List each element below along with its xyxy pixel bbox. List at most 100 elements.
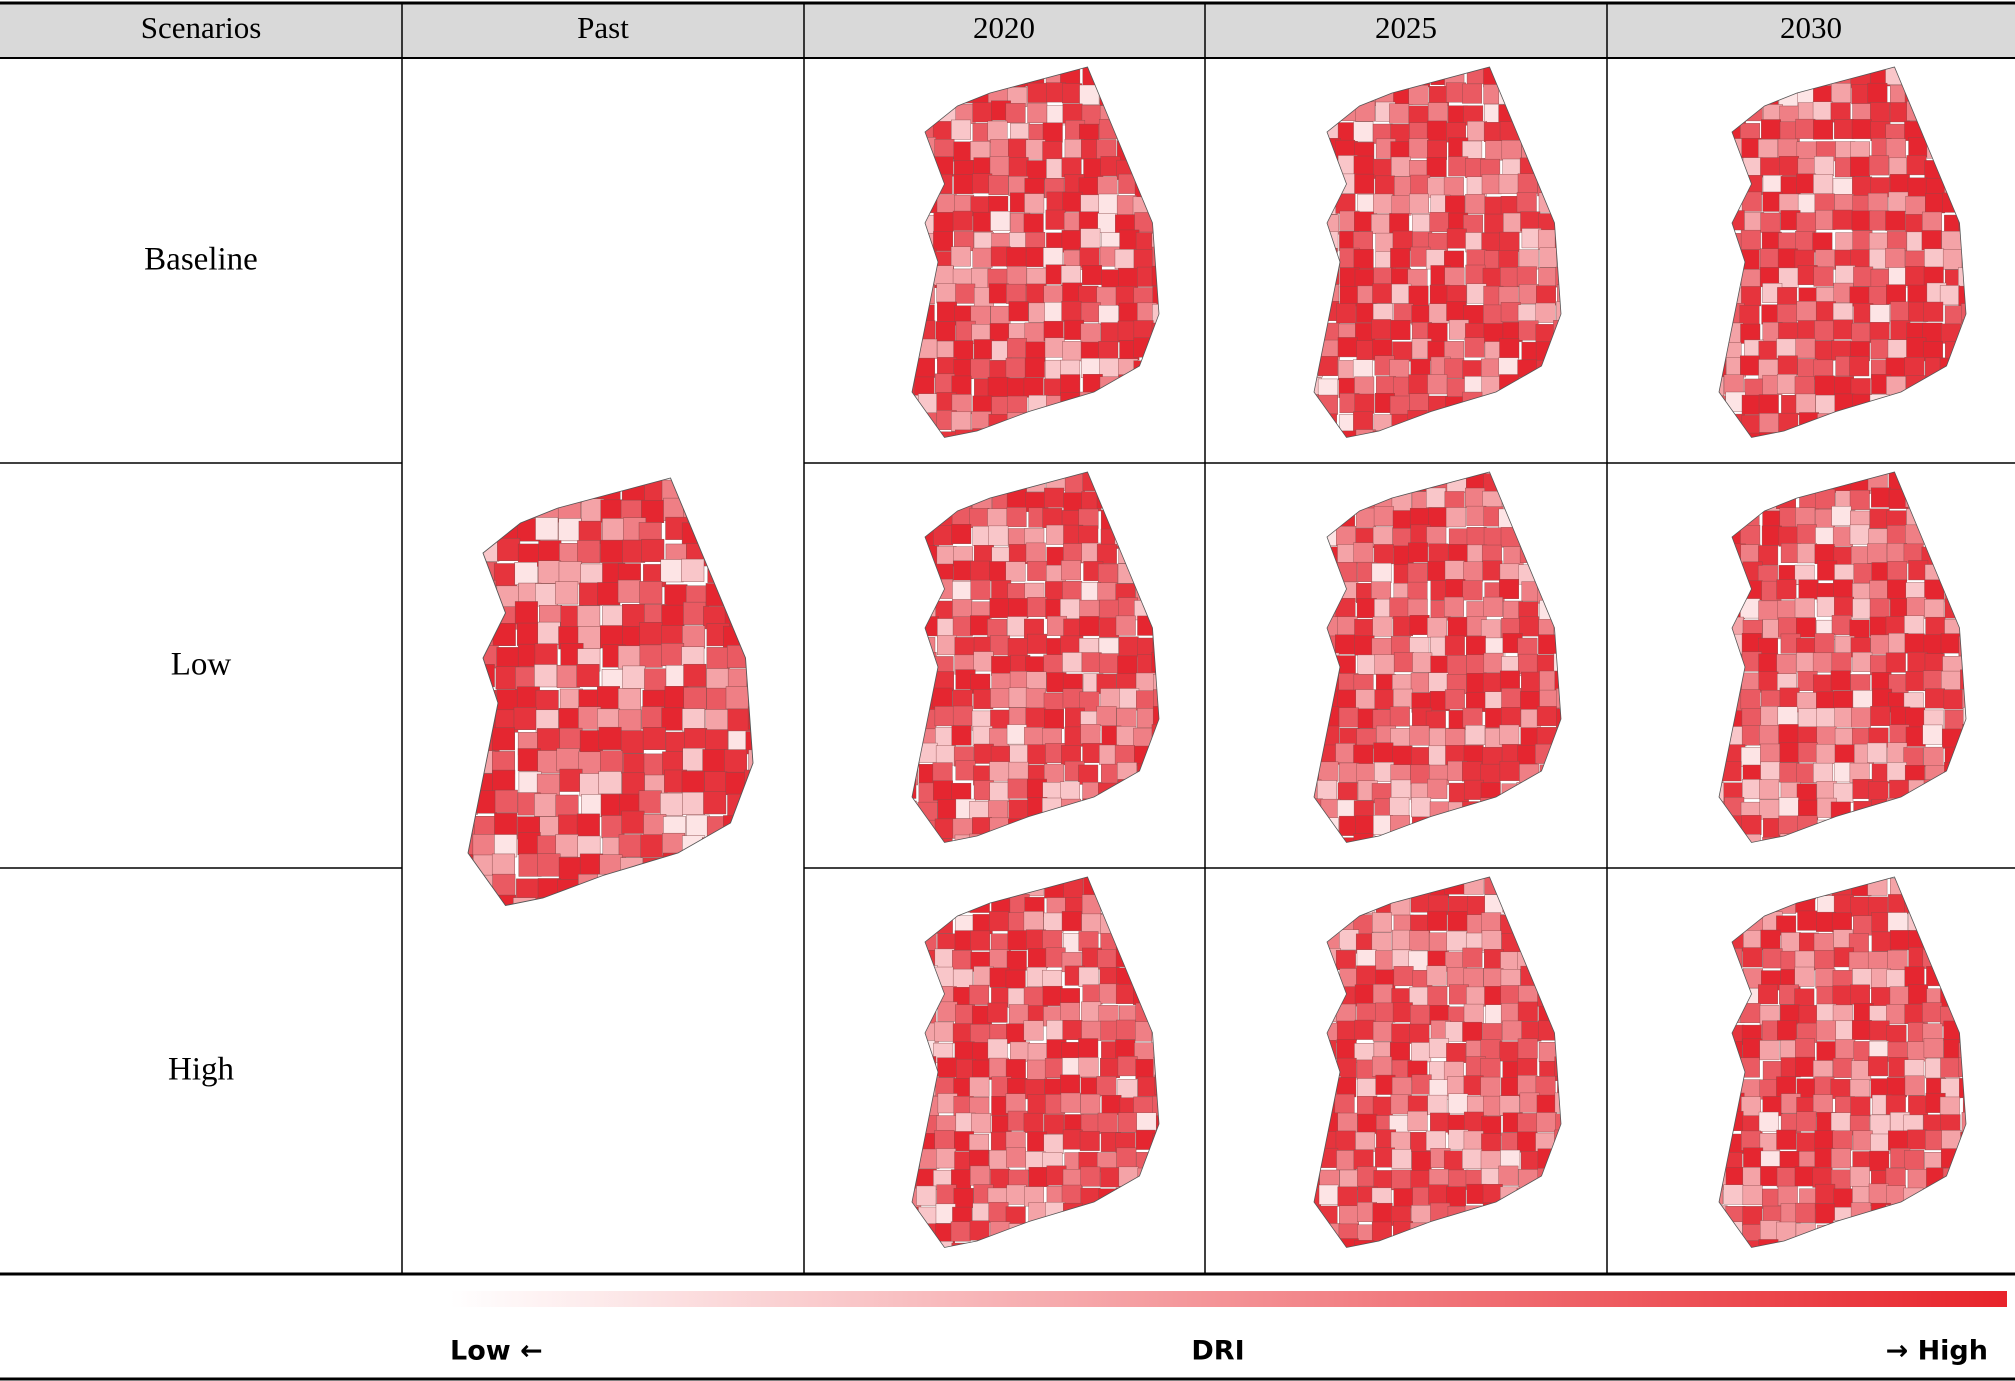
region xyxy=(1537,911,1558,932)
region xyxy=(932,762,953,783)
region xyxy=(1905,671,1926,692)
region xyxy=(1426,487,1446,508)
region xyxy=(683,601,707,625)
region xyxy=(1722,654,1743,674)
region xyxy=(987,376,1008,397)
region xyxy=(1391,195,1412,216)
region xyxy=(1499,801,1520,822)
region xyxy=(1834,431,1855,438)
region xyxy=(1005,1059,1026,1080)
region xyxy=(1904,1203,1925,1224)
region xyxy=(1499,231,1520,252)
region xyxy=(1353,744,1374,765)
region xyxy=(1313,1059,1322,1080)
region xyxy=(1444,596,1464,617)
region xyxy=(1465,817,1485,838)
region xyxy=(1428,672,1449,693)
region xyxy=(1888,1130,1908,1151)
region xyxy=(1740,269,1761,290)
region xyxy=(1337,337,1358,358)
row-label: Low xyxy=(171,647,232,683)
region xyxy=(1313,159,1319,180)
region xyxy=(665,878,689,902)
region xyxy=(1313,1187,1322,1207)
region xyxy=(1007,778,1028,799)
region xyxy=(1868,1183,1889,1204)
region xyxy=(916,248,937,269)
region xyxy=(1869,394,1890,415)
region xyxy=(1313,651,1320,672)
region xyxy=(1908,930,1929,951)
region xyxy=(1118,636,1139,657)
region xyxy=(1743,1147,1764,1168)
region xyxy=(1555,1187,1561,1208)
region xyxy=(1153,877,1159,897)
region xyxy=(1064,414,1085,434)
region xyxy=(1373,472,1394,490)
region xyxy=(919,102,940,122)
region xyxy=(1922,1002,1943,1023)
region xyxy=(494,834,518,858)
region xyxy=(706,647,730,671)
region xyxy=(1372,1056,1392,1077)
region xyxy=(951,725,972,746)
region xyxy=(1133,139,1153,160)
region xyxy=(1743,930,1763,951)
region xyxy=(1518,376,1539,397)
region xyxy=(1136,563,1156,584)
region xyxy=(1538,877,1558,895)
region xyxy=(1427,910,1448,931)
region xyxy=(1410,174,1431,195)
region xyxy=(1446,1043,1467,1063)
region xyxy=(1115,615,1136,636)
region xyxy=(1498,250,1519,271)
region xyxy=(1335,950,1356,970)
region xyxy=(1115,984,1136,1004)
region xyxy=(1538,137,1559,157)
region xyxy=(916,914,936,935)
region xyxy=(1558,67,1561,88)
region xyxy=(935,85,956,106)
region xyxy=(473,580,497,604)
region xyxy=(911,987,921,1008)
region xyxy=(1465,264,1486,285)
region xyxy=(1136,1112,1157,1133)
region xyxy=(1779,833,1800,843)
region xyxy=(1724,492,1745,513)
region xyxy=(1556,800,1561,821)
region xyxy=(1556,708,1561,729)
region xyxy=(1853,801,1874,821)
region xyxy=(621,810,645,834)
region xyxy=(1535,1205,1556,1226)
region xyxy=(1042,930,1063,951)
region xyxy=(682,791,706,815)
region xyxy=(1958,636,1966,656)
map-outline xyxy=(911,471,1160,843)
region xyxy=(747,852,753,876)
region xyxy=(1466,527,1487,547)
region xyxy=(1502,892,1523,913)
region xyxy=(1134,897,1155,918)
region xyxy=(1008,877,1029,895)
region xyxy=(1117,1240,1138,1248)
region xyxy=(1060,1002,1081,1023)
region xyxy=(1870,1133,1891,1154)
region xyxy=(1407,1241,1428,1248)
region xyxy=(1060,265,1081,286)
region xyxy=(1555,1113,1561,1134)
region xyxy=(1009,472,1029,490)
legend-high: → High xyxy=(1886,1336,1988,1367)
region xyxy=(1742,1167,1763,1187)
region xyxy=(1557,1077,1561,1098)
region xyxy=(1374,654,1395,675)
region xyxy=(1795,1223,1816,1244)
region xyxy=(1834,817,1854,838)
region xyxy=(1313,616,1322,637)
region xyxy=(1762,948,1783,969)
region xyxy=(1317,194,1338,215)
region xyxy=(1155,1202,1159,1223)
region xyxy=(1319,322,1340,343)
region xyxy=(1741,708,1762,729)
region xyxy=(1718,103,1727,124)
region xyxy=(1025,707,1046,728)
